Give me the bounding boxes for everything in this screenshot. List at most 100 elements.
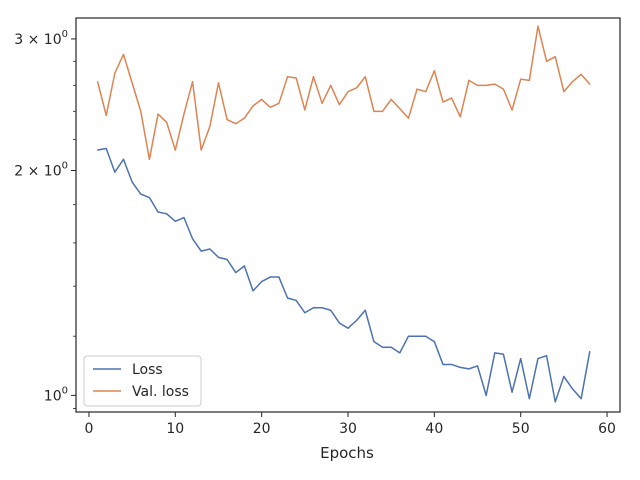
data-point-1-1	[96, 149, 99, 151]
data-point-1-54	[554, 401, 556, 403]
data-point-1-49	[511, 391, 513, 393]
y-tick-label: 3 × 100	[14, 29, 68, 48]
data-point-2-5	[131, 82, 133, 84]
data-point-2-8	[157, 113, 159, 115]
data-point-1-14	[209, 248, 211, 250]
x-tick-label: 20	[253, 421, 271, 437]
data-point-2-11	[183, 113, 185, 115]
data-point-1-47	[494, 352, 496, 354]
data-point-1-52	[537, 357, 539, 360]
data-point-2-37	[407, 117, 410, 119]
data-point-1-30	[347, 327, 349, 329]
data-point-1-39	[425, 335, 427, 337]
data-point-2-57	[580, 73, 582, 75]
data-point-1-45	[476, 365, 479, 367]
data-point-2-52	[537, 25, 539, 27]
data-point-2-51	[528, 79, 530, 82]
x-tick-label: 30	[339, 421, 357, 437]
data-point-1-36	[399, 352, 401, 354]
data-point-1-23	[286, 297, 289, 299]
data-point-2-56	[571, 81, 574, 83]
data-point-1-17	[235, 271, 237, 274]
data-point-2-17	[235, 123, 237, 125]
data-point-1-33	[373, 341, 375, 343]
data-point-2-35	[390, 98, 392, 100]
data-point-2-38	[416, 88, 418, 90]
data-point-2-54	[554, 56, 556, 58]
data-point-1-50	[520, 357, 522, 360]
data-point-1-40	[433, 341, 435, 343]
data-point-1-2	[105, 147, 107, 150]
data-point-1-57	[580, 398, 582, 400]
x-tick-label: 40	[425, 421, 443, 437]
legend-entry-1: Loss	[132, 362, 163, 378]
data-point-1-41	[442, 363, 444, 366]
data-point-1-10	[174, 220, 176, 222]
data-point-2-24	[295, 77, 297, 79]
data-point-2-18	[243, 117, 245, 119]
data-point-2-27	[321, 102, 323, 104]
x-tick-label: 0	[84, 421, 93, 437]
data-point-2-23	[286, 76, 289, 78]
data-point-1-38	[416, 335, 418, 337]
data-point-1-29	[338, 322, 340, 324]
data-point-2-47	[494, 83, 496, 85]
data-point-1-16	[226, 258, 228, 261]
data-point-1-55	[563, 375, 565, 378]
data-point-1-53	[546, 355, 548, 357]
data-point-2-40	[433, 70, 435, 72]
data-point-2-9	[166, 121, 168, 123]
data-point-1-19	[252, 290, 254, 292]
data-point-2-16	[226, 118, 228, 121]
data-point-2-39	[425, 91, 427, 93]
data-point-1-43	[459, 366, 461, 368]
plot-lines	[96, 25, 591, 403]
data-point-2-25	[304, 109, 306, 111]
data-point-1-4	[122, 158, 125, 160]
data-point-2-34	[381, 110, 384, 112]
data-point-1-34	[381, 346, 384, 348]
data-point-2-31	[356, 87, 358, 89]
data-point-1-51	[528, 398, 530, 400]
data-point-1-22	[278, 276, 280, 278]
data-point-2-21	[269, 106, 271, 108]
data-point-2-32	[364, 76, 366, 78]
data-point-2-53	[546, 60, 548, 62]
y-tick-label: 2 × 100	[14, 160, 68, 179]
data-point-2-14	[209, 125, 211, 128]
data-point-1-18	[243, 265, 245, 267]
data-point-2-26	[312, 76, 315, 78]
data-point-2-50	[520, 78, 522, 80]
data-point-1-37	[407, 335, 410, 337]
data-point-1-26	[312, 307, 315, 309]
data-point-1-12	[191, 238, 194, 240]
data-point-1-3	[114, 171, 116, 173]
data-point-2-7	[148, 158, 150, 160]
data-point-2-46	[485, 84, 487, 86]
data-point-2-42	[451, 97, 453, 99]
data-point-1-58	[589, 350, 591, 353]
data-point-1-27	[321, 307, 323, 309]
data-point-2-20	[261, 98, 263, 100]
data-point-1-32	[364, 309, 366, 311]
x-tick-label: 60	[598, 421, 616, 437]
data-point-2-30	[347, 91, 349, 93]
data-point-1-24	[295, 299, 297, 302]
data-point-1-13	[200, 250, 202, 252]
data-point-1-5	[131, 181, 133, 183]
data-point-2-41	[442, 101, 444, 103]
data-point-2-55	[563, 91, 565, 93]
data-point-2-15	[217, 82, 220, 84]
data-point-2-10	[174, 149, 176, 151]
data-point-2-48	[502, 88, 505, 90]
x-tick-label: 50	[512, 421, 530, 437]
data-point-2-43	[459, 116, 461, 118]
data-point-1-9	[166, 213, 168, 215]
legend: Loss Val. loss	[83, 355, 202, 407]
data-point-2-33	[373, 110, 375, 112]
data-point-2-29	[338, 104, 340, 106]
data-point-2-58	[589, 83, 591, 85]
x-tick-label: 10	[166, 421, 184, 437]
